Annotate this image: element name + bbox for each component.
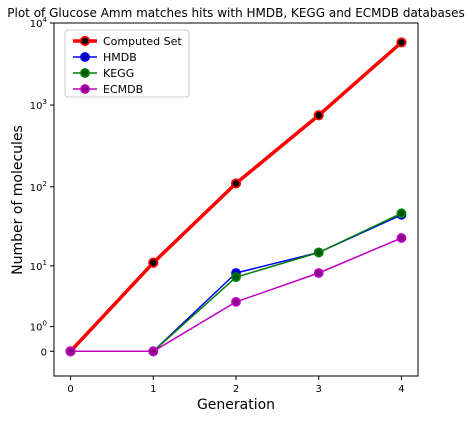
y-tick-label: 100 bbox=[30, 320, 47, 334]
y-axis-ticks: 0 100 101 102 103 104 bbox=[30, 16, 54, 358]
data-point bbox=[313, 247, 324, 258]
legend-marker bbox=[80, 52, 90, 62]
y-axis-title: Number of molecules bbox=[10, 125, 26, 275]
y-tick-label: 0 bbox=[41, 347, 47, 358]
x-tick-label: 4 bbox=[398, 384, 404, 395]
y-tick-label: 102 bbox=[30, 180, 47, 194]
x-axis-title: Generation bbox=[197, 397, 275, 413]
series-layer bbox=[65, 37, 407, 357]
x-tick-label: 1 bbox=[150, 384, 156, 395]
legend-marker bbox=[79, 35, 91, 47]
data-point bbox=[148, 257, 159, 268]
y-tick-label: 103 bbox=[30, 98, 47, 112]
data-point bbox=[313, 110, 324, 121]
y-tick-label: 104 bbox=[30, 16, 48, 30]
data-point bbox=[148, 346, 159, 357]
chart-title: Plot of Glucose Amm matches hits with HM… bbox=[7, 6, 464, 20]
x-tick-label: 2 bbox=[233, 384, 239, 395]
legend-marker bbox=[80, 68, 90, 78]
data-point bbox=[231, 272, 241, 283]
data-point bbox=[396, 233, 407, 243]
legend-label: HMDB bbox=[103, 51, 137, 64]
data-point bbox=[65, 346, 76, 357]
data-point bbox=[231, 296, 241, 307]
legend-marker bbox=[80, 84, 90, 94]
legend-label: ECMDB bbox=[103, 83, 143, 96]
x-tick-label: 3 bbox=[316, 384, 322, 395]
legend-label: Computed Set bbox=[103, 35, 182, 48]
data-point bbox=[313, 268, 324, 278]
data-point bbox=[230, 178, 242, 189]
series-ecmdb bbox=[65, 233, 407, 357]
legend-label: KEGG bbox=[103, 67, 134, 80]
legend: Computed Set HMDB KEGG ECMDB bbox=[64, 29, 190, 98]
legend-box bbox=[64, 29, 190, 98]
y-tick-label: 101 bbox=[30, 259, 47, 273]
x-axis-ticks: 0 1 2 3 4 bbox=[67, 376, 405, 395]
data-point bbox=[396, 37, 407, 48]
x-tick-label: 0 bbox=[67, 384, 73, 395]
data-point bbox=[396, 208, 407, 219]
